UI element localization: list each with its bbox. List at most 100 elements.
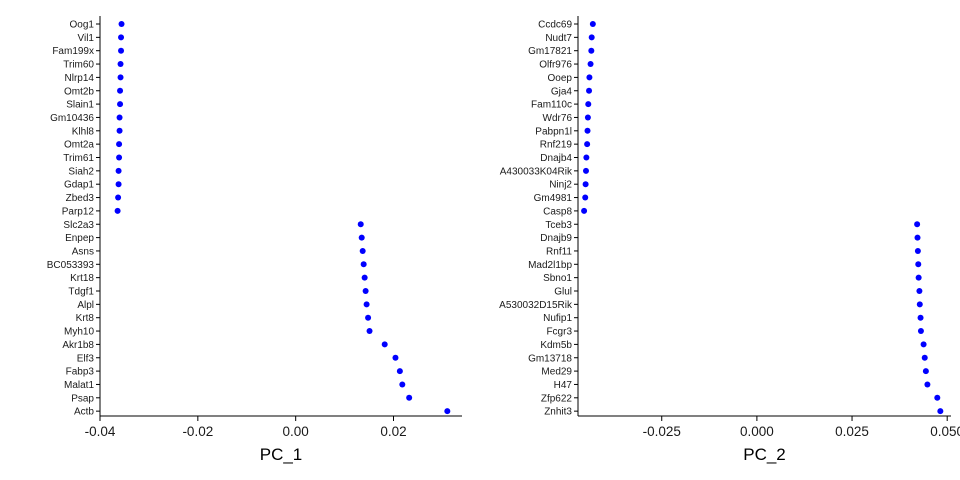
pc1-x-tick-label: 0.02 bbox=[380, 424, 406, 439]
pc1-point-alpl bbox=[363, 301, 370, 308]
pc1-point-slain1 bbox=[117, 101, 124, 108]
pc1-point-enpep bbox=[358, 234, 365, 241]
pc2-point-mad2l1bp bbox=[915, 261, 922, 268]
pc1-x-tick-label: -0.04 bbox=[85, 424, 116, 439]
pc1-point-krt8 bbox=[365, 314, 372, 321]
pc1-point-bc053393 bbox=[360, 261, 367, 268]
pc2-point-dnajb4 bbox=[583, 154, 590, 161]
pc1-gene-label: Malat1 bbox=[64, 380, 94, 391]
pc1-point-nlrp14 bbox=[117, 74, 124, 81]
pc2-gene-label: Mad2l1bp bbox=[528, 260, 572, 271]
pc1-gene-label: Omt2a bbox=[64, 140, 94, 151]
pc2-point-rnf11 bbox=[914, 247, 921, 254]
pc2-x-tick-label: -0.025 bbox=[643, 424, 681, 439]
pc2-gene-label: Casp8 bbox=[543, 206, 572, 217]
pc1-point-akr1b8 bbox=[381, 341, 388, 348]
pc2-gene-label: Med29 bbox=[541, 367, 572, 378]
pc2-gene-label: Ccdc69 bbox=[538, 20, 572, 31]
pc2-gene-label: Wdr76 bbox=[543, 113, 573, 124]
pc2-point-gm4981 bbox=[582, 194, 589, 201]
pc2-point-nudt7 bbox=[588, 34, 595, 41]
pc1-gene-label: Krt8 bbox=[76, 313, 95, 324]
pc1-point-slc2a3 bbox=[357, 221, 364, 228]
pc2-gene-label: A530032D15Rik bbox=[499, 300, 573, 311]
pc1-gene-label: Trim60 bbox=[63, 60, 94, 71]
pc1-x-tick-label: 0.00 bbox=[283, 424, 309, 439]
pc1-gene-label: Actb bbox=[74, 407, 94, 418]
pc2-point-pabpn1l bbox=[584, 127, 591, 134]
pc1-gene-label: Asns bbox=[72, 246, 94, 257]
pc2-gene-label: Nufip1 bbox=[543, 313, 572, 324]
pc1-x-tick-label: -0.02 bbox=[182, 424, 213, 439]
pc2-point-tceb3 bbox=[914, 221, 921, 228]
pc2-point-sbno1 bbox=[915, 274, 922, 281]
pc2-x-axis-title: PC_2 bbox=[743, 445, 786, 464]
pc2-point-gm13718 bbox=[921, 354, 928, 361]
pc2-gene-label: Kdm5b bbox=[540, 340, 572, 351]
pc1-gene-label: Myh10 bbox=[64, 327, 94, 338]
pc1-gene-label: Gdap1 bbox=[64, 180, 94, 191]
pc1-gene-label: BC053393 bbox=[47, 260, 95, 271]
pc2-point-glul bbox=[916, 288, 923, 294]
pc1-point-zbed3 bbox=[115, 194, 122, 201]
pc2-point-gm17821 bbox=[588, 47, 595, 54]
pc2-point-wdr76 bbox=[584, 114, 591, 121]
pc2-gene-label: Fam110c bbox=[531, 100, 572, 111]
pc2-gene-label: Olfr976 bbox=[539, 60, 572, 71]
pc1-point-tdgf1 bbox=[362, 288, 369, 294]
pc2-gene-label: H47 bbox=[554, 380, 573, 391]
pc1-point-omt2b bbox=[117, 87, 124, 94]
pc1-point-oog1 bbox=[118, 21, 125, 27]
pc2-point-nufip1 bbox=[917, 314, 924, 321]
pc2-point-h47 bbox=[924, 381, 931, 388]
pc1-gene-label: Omt2b bbox=[64, 86, 94, 97]
pc1-gene-label: Trim61 bbox=[63, 153, 94, 164]
pc2-point-fcgr3 bbox=[917, 328, 924, 335]
pc1-point-trim60 bbox=[117, 61, 124, 68]
pc1-point-myh10 bbox=[366, 328, 373, 335]
pc2-gene-label: Gja4 bbox=[551, 86, 573, 97]
pc2-gene-label: Gm17821 bbox=[528, 46, 572, 57]
pc1-point-krt18 bbox=[361, 274, 368, 281]
pc1-x-axis-title: PC_1 bbox=[260, 445, 303, 464]
pc1-gene-label: Alpl bbox=[77, 300, 94, 311]
pc1-point-klhl8 bbox=[116, 127, 123, 134]
panel-pc2: Ccdc69 Nudt7 Gm17821 Olfr976 Ooep Gja4 Fam110c… bbox=[499, 16, 960, 464]
pc1-point-elf3 bbox=[392, 354, 399, 361]
pc1-gene-label: Gm10436 bbox=[50, 113, 94, 124]
pc1-point-vil1 bbox=[118, 34, 125, 41]
pc1-gene-label: Oog1 bbox=[70, 20, 95, 31]
pc2-gene-label: Gm4981 bbox=[534, 193, 573, 204]
pc2-x-tick-label: 0.000 bbox=[740, 424, 774, 439]
pc1-point-siah2 bbox=[115, 167, 122, 174]
pc1-gene-label: Enpep bbox=[65, 233, 94, 244]
pc2-point-a530032d15rik bbox=[916, 301, 923, 308]
pc2-x-tick-label: 0.025 bbox=[835, 424, 869, 439]
pc1-gene-label: Psap bbox=[71, 393, 94, 404]
pc1-gene-label: Slain1 bbox=[66, 100, 94, 111]
pc2-gene-label: Rnf11 bbox=[546, 246, 572, 257]
pc1-gene-label: Fam199x bbox=[52, 46, 94, 57]
pc1-point-gdap1 bbox=[115, 181, 122, 188]
pc1-gene-label: Akr1b8 bbox=[62, 340, 94, 351]
pc2-point-kdm5b bbox=[920, 341, 927, 348]
pc2-point-znhit3 bbox=[937, 408, 944, 415]
pc1-point-psap bbox=[406, 394, 413, 401]
pc1-point-parp12 bbox=[114, 207, 121, 214]
pc2-gene-label: Ooep bbox=[548, 73, 573, 84]
pc2-point-ccdc69 bbox=[589, 21, 596, 27]
pc1-gene-label: Fabp3 bbox=[66, 367, 95, 378]
pc1-point-malat1 bbox=[399, 381, 406, 388]
pc1-gene-label: Nlrp14 bbox=[65, 73, 95, 84]
pc2-gene-label: Pabpn1l bbox=[535, 126, 572, 137]
pc1-point-fam199x bbox=[118, 47, 125, 54]
pc1-gene-label: Klhl8 bbox=[72, 126, 95, 137]
pc2-point-olfr976 bbox=[587, 61, 594, 68]
pc1-gene-label: Krt18 bbox=[70, 273, 94, 284]
pc2-gene-label: Ninj2 bbox=[549, 180, 572, 191]
pc2-gene-label: Fcgr3 bbox=[546, 327, 572, 338]
pc2-point-gja4 bbox=[586, 87, 593, 94]
pc1-gene-label: Elf3 bbox=[77, 353, 95, 364]
pc1-gene-label: Zbed3 bbox=[66, 193, 95, 204]
pc1-gene-label: Tdgf1 bbox=[68, 287, 94, 298]
